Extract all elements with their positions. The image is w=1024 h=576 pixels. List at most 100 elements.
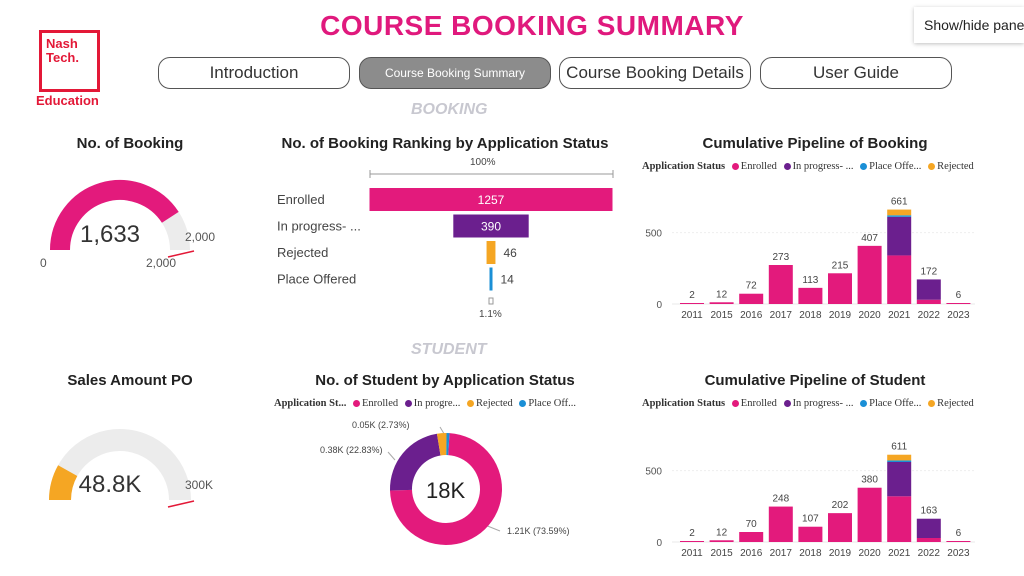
x-tick: 2021 — [888, 310, 911, 321]
legend-dot-inprogress — [783, 163, 791, 171]
donut-slice — [436, 433, 447, 456]
page-title: COURSE BOOKING SUMMARY — [320, 10, 744, 41]
x-tick: 2011 — [681, 548, 703, 559]
y-tick: 0 — [656, 300, 662, 311]
bar-segment — [916, 538, 941, 542]
donut-label-inprogress: 0.38K (22.83%) — [320, 445, 383, 455]
bar-segment — [709, 540, 734, 542]
x-tick: 2017 — [770, 548, 793, 559]
sales-gauge-title: Sales Amount PO — [67, 372, 193, 389]
funnel-value: 46 — [503, 246, 517, 260]
booking-gauge — [50, 180, 195, 258]
bar-segment — [887, 216, 912, 256]
donut-center-value: 18K — [426, 478, 466, 503]
bar-total-label: 12 — [716, 527, 728, 538]
student-donut — [387, 426, 502, 545]
bar-total-label: 72 — [746, 281, 758, 292]
student-pipeline-chart: 0 500 2 2011 12 2015 70 2016 248 2017 107 2018 202 20… — [645, 442, 975, 559]
legend-title: Application Status — [642, 398, 726, 409]
nav-user-guide-button[interactable]: User Guide — [760, 57, 952, 89]
nashtech-logo: Nash Tech. — [39, 30, 100, 92]
x-tick: 2015 — [710, 310, 733, 321]
y-tick: 0 — [656, 538, 662, 549]
x-tick: 2019 — [829, 310, 852, 321]
bar-total-label: 6 — [956, 290, 962, 301]
bar-total-label: 113 — [802, 275, 818, 286]
funnel-value: 390 — [481, 220, 501, 234]
x-tick: 2021 — [888, 548, 911, 559]
bar-segment — [739, 293, 764, 304]
bar-segment — [680, 303, 704, 304]
legend-item: Place Off... — [528, 398, 577, 409]
svg-text:Place Offered: Place Offered — [277, 272, 356, 287]
bar-total-label: 6 — [956, 528, 962, 539]
bar-total-label: 407 — [861, 233, 878, 244]
x-tick: 2022 — [918, 548, 941, 559]
student-pipeline-legend: Application Status Enrolled In progress-… — [642, 398, 974, 409]
logo-subtitle: Education — [36, 93, 99, 108]
x-tick: 2015 — [710, 548, 733, 559]
bar-segment — [828, 273, 852, 304]
section-student-label: STUDENT — [411, 341, 487, 358]
nav-details-button[interactable]: Course Booking Details — [559, 57, 751, 89]
logo-line2: Tech. — [46, 50, 79, 65]
x-tick: 2016 — [740, 548, 763, 559]
bar-segment — [887, 454, 912, 461]
donut-label-enrolled: 1.21K (73.59%) — [507, 526, 570, 536]
legend-item: Enrolled — [361, 398, 399, 409]
legend-item: In progress- ... — [792, 398, 854, 409]
legend-item: Enrolled — [740, 161, 777, 172]
bar-segment — [739, 532, 764, 542]
donut-title: No. of Student by Application Status — [315, 372, 575, 389]
bar-segment — [916, 279, 941, 300]
legend-dot-placeoffered — [519, 400, 527, 408]
donut-slice — [446, 433, 450, 456]
bar-total-label: 163 — [920, 506, 937, 517]
bar-segment — [946, 303, 971, 304]
bar-segment — [887, 462, 912, 497]
booking-gauge-target: 2,000 — [185, 230, 216, 244]
legend-item: In progress- ... — [792, 161, 854, 172]
show-hide-pane-button[interactable]: Show/hide pane — [914, 7, 1024, 43]
legend-item: Place Offe... — [869, 161, 922, 172]
bar-total-label: 12 — [716, 289, 728, 300]
legend-item: Rejected — [937, 161, 974, 172]
legend-item: Enrolled — [740, 398, 777, 409]
x-tick: 2018 — [799, 548, 822, 559]
nav-introduction-button[interactable]: Introduction — [158, 57, 350, 89]
x-tick: 2019 — [829, 548, 852, 559]
donut-label-rejected: 0.05K (2.73%) — [352, 420, 410, 430]
bar-segment — [887, 460, 912, 462]
funnel-bar — [453, 214, 529, 238]
y-tick: 500 — [645, 229, 662, 240]
bar-segment — [798, 287, 823, 304]
bar-total-label: 248 — [772, 494, 789, 505]
svg-text:Enrolled: Enrolled — [277, 192, 325, 207]
bar-total-label: 202 — [832, 500, 849, 511]
legend-item: Rejected — [476, 398, 513, 409]
legend-dot-enrolled — [352, 400, 360, 408]
funnel-bar — [486, 241, 496, 264]
legend-dot-inprogress — [783, 400, 791, 408]
logo-line1: Nash — [46, 36, 78, 51]
bar-total-label: 611 — [891, 442, 907, 453]
nav-summary-button[interactable]: Course Booking Summary — [359, 57, 551, 89]
legend-dot-enrolled — [731, 163, 739, 171]
booking-pipeline-legend: Application Status Enrolled In progress-… — [642, 161, 974, 172]
ranking-title: No. of Booking Ranking by Application St… — [281, 135, 609, 152]
legend-title: Application Status — [642, 161, 726, 172]
y-tick: 500 — [645, 467, 662, 478]
bar-total-label: 70 — [746, 519, 758, 530]
bar-total-label: 172 — [920, 266, 937, 277]
x-tick: 2023 — [947, 548, 970, 559]
ranking-bottom-percent: 1.1% — [479, 309, 502, 320]
x-tick: 2011 — [681, 310, 703, 321]
funnel-value: 1257 — [478, 193, 505, 207]
bar-segment — [798, 526, 823, 542]
bar-segment — [916, 518, 941, 538]
bar-segment — [709, 302, 734, 304]
x-tick: 2022 — [918, 310, 941, 321]
section-booking-label: BOOKING — [411, 101, 488, 118]
legend-item: Rejected — [937, 398, 974, 409]
student-pipeline-title: Cumulative Pipeline of Student — [704, 372, 926, 389]
